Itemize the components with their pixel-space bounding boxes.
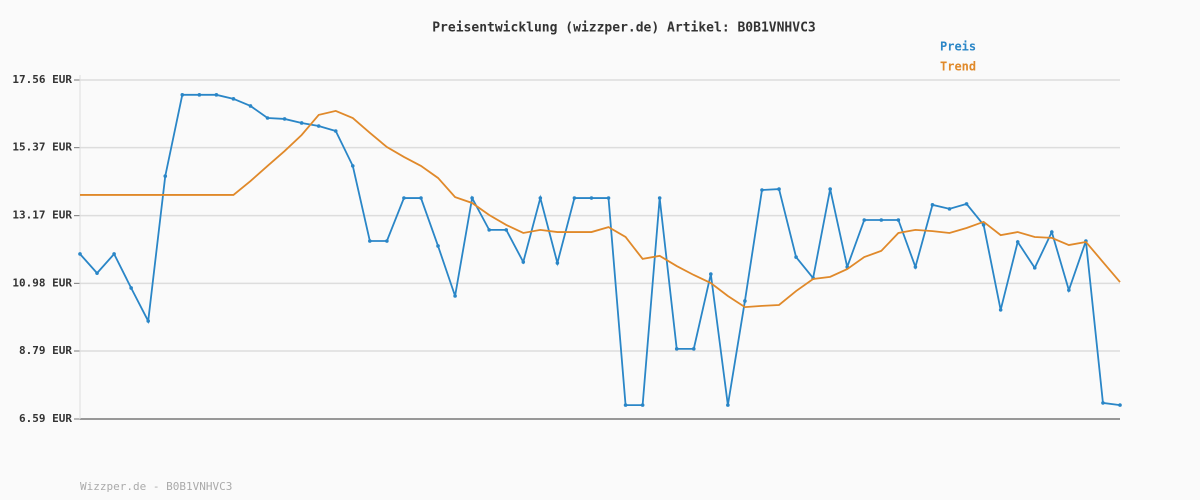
data-point <box>777 187 781 191</box>
data-point <box>163 174 168 178</box>
data-point <box>794 255 798 259</box>
data-point <box>368 239 372 243</box>
data-point <box>419 196 423 200</box>
data-point <box>231 97 236 101</box>
data-point <box>214 93 219 97</box>
series-line <box>79 93 1121 406</box>
data-point <box>521 260 526 264</box>
data-point <box>538 196 543 200</box>
data-point <box>879 218 884 222</box>
data-point <box>930 203 935 207</box>
data-point <box>112 252 116 256</box>
data-point <box>265 116 270 120</box>
y-tick-label: 17.56 EUR <box>12 73 72 86</box>
data-point <box>760 188 764 192</box>
data-point <box>657 196 662 200</box>
chart-title: Preisentwicklung (wizzper.de) Artikel: B… <box>432 21 816 36</box>
data-point <box>606 196 611 200</box>
y-tick-label: 13.17 EUR <box>12 209 72 222</box>
data-point <box>572 196 577 200</box>
data-point <box>248 104 253 108</box>
data-point <box>1050 230 1054 234</box>
legend-label: Trend <box>940 60 976 74</box>
data-point <box>487 228 491 232</box>
data-point <box>674 347 679 351</box>
data-point <box>95 271 99 275</box>
data-point <box>129 286 133 290</box>
data-point <box>282 117 287 121</box>
data-point <box>78 252 82 256</box>
data-point <box>350 164 355 168</box>
data-point <box>197 93 202 97</box>
data-point <box>1015 240 1020 244</box>
data-point <box>555 261 560 265</box>
data-point <box>981 223 986 227</box>
data-point <box>623 403 628 407</box>
data-point <box>333 129 338 133</box>
y-tick-label: 8.79 EUR <box>19 344 72 357</box>
data-point <box>709 272 713 276</box>
data-point <box>726 403 730 407</box>
legend-label: Preis <box>940 40 976 54</box>
data-point <box>316 124 321 128</box>
y-tick-label: 6.59 EUR <box>19 412 72 425</box>
data-point <box>453 294 457 298</box>
data-point <box>913 265 918 269</box>
data-point <box>1067 288 1071 292</box>
data-point <box>691 347 696 351</box>
data-point <box>1032 266 1037 270</box>
data-point <box>402 196 406 200</box>
data-point <box>743 299 747 303</box>
data-point <box>180 93 185 97</box>
data-point <box>896 218 901 222</box>
data-point <box>998 308 1003 312</box>
footer: Wizzper.de - B0B1VNHVC3 <box>80 480 232 493</box>
data-point <box>862 218 867 222</box>
data-point <box>385 239 389 243</box>
data-point <box>1118 403 1122 407</box>
y-tick-label: 10.98 EUR <box>12 276 72 289</box>
data-point <box>589 196 594 200</box>
data-point <box>436 244 440 248</box>
y-tick-label: 15.37 EUR <box>12 141 72 154</box>
data-point <box>828 187 832 191</box>
data-point <box>640 403 645 407</box>
data-point <box>299 121 304 125</box>
data-point <box>504 228 509 232</box>
data-point <box>470 196 474 200</box>
data-point <box>947 207 952 211</box>
series-line <box>80 109 1121 309</box>
data-point <box>964 202 969 206</box>
data-point <box>1101 401 1105 405</box>
data-point <box>146 319 150 323</box>
